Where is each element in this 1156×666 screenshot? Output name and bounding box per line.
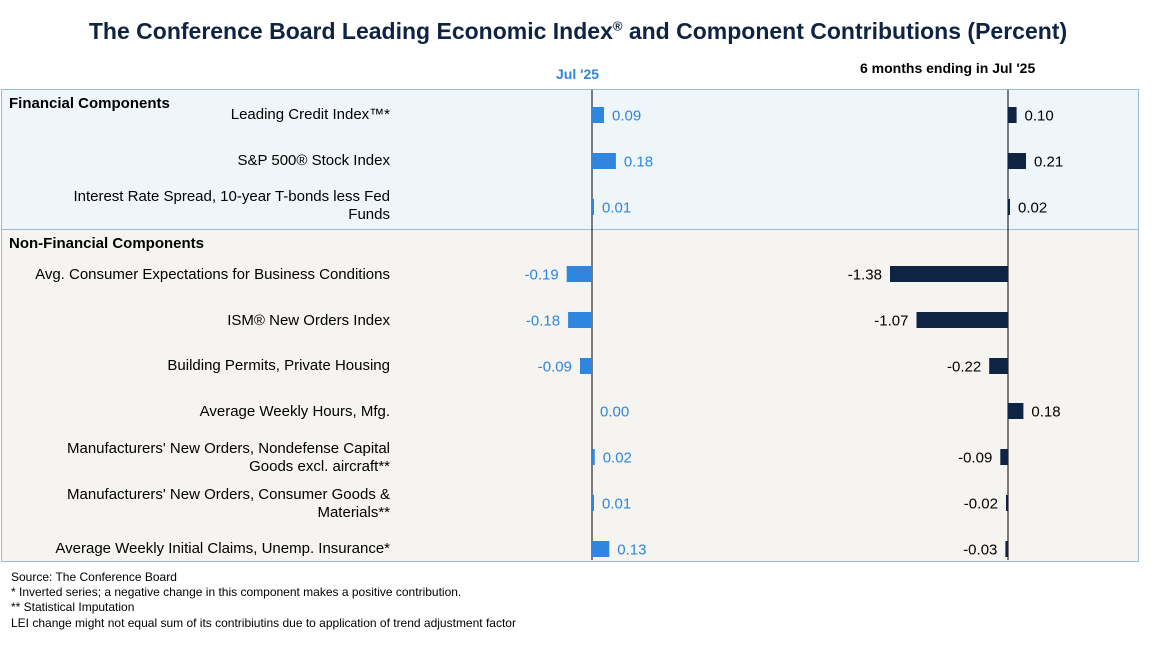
bar-monthly-8 bbox=[592, 495, 594, 511]
data-label-six-month-4: -1.07 bbox=[874, 313, 908, 330]
data-label-monthly-4: -0.18 bbox=[526, 313, 560, 330]
column-header-monthly: Jul '25 bbox=[556, 66, 600, 82]
bar-monthly-4 bbox=[568, 312, 592, 328]
data-label-monthly-9: 0.13 bbox=[617, 542, 646, 559]
bar-six-month-9 bbox=[1005, 541, 1008, 557]
bar-monthly-5 bbox=[580, 358, 592, 374]
data-label-six-month-0: 0.10 bbox=[1025, 108, 1054, 125]
bar-six-month-3 bbox=[890, 266, 1008, 282]
footnote-inverted: * Inverted series; a negative change in … bbox=[11, 585, 462, 599]
data-label-six-month-2: 0.02 bbox=[1018, 200, 1047, 217]
row-label-leading-credit-index: Leading Credit Index™* bbox=[230, 106, 390, 123]
bar-monthly-1 bbox=[592, 153, 616, 169]
footnote-trend-adjustment: LEI change might not equal sum of its co… bbox=[11, 616, 516, 630]
row-label-building-permits: Building Permits, Private Housing bbox=[167, 357, 390, 374]
bar-monthly-0 bbox=[592, 107, 604, 123]
row-label-consumer-goods: Manufacturers' New Orders, Consumer Good… bbox=[67, 486, 390, 521]
data-label-six-month-8: -0.02 bbox=[964, 496, 998, 513]
footnote-source: Source: The Conference Board bbox=[11, 570, 177, 584]
row-label-weekly-hours: Average Weekly Hours, Mfg. bbox=[199, 403, 390, 420]
column-header-six-month: 6 months ending in Jul '25 bbox=[860, 60, 1036, 76]
bar-monthly-3 bbox=[566, 266, 592, 282]
bar-six-month-8 bbox=[1006, 495, 1008, 511]
bar-six-month-1 bbox=[1008, 153, 1026, 169]
bar-six-month-0 bbox=[1008, 107, 1017, 123]
bar-monthly-9 bbox=[592, 541, 610, 557]
data-label-six-month-5: -0.22 bbox=[947, 359, 981, 376]
bar-six-month-6 bbox=[1008, 403, 1024, 419]
registered-mark: ® bbox=[612, 18, 623, 34]
section-label-financial: Financial Components bbox=[9, 95, 170, 112]
row-label-initial-claims: Average Weekly Initial Claims, Unemp. In… bbox=[55, 540, 390, 557]
data-label-six-month-7: -0.09 bbox=[958, 450, 992, 467]
bar-six-month-5 bbox=[989, 358, 1008, 374]
data-label-monthly-1: 0.18 bbox=[624, 154, 653, 171]
bar-monthly-7 bbox=[592, 449, 595, 465]
bar-six-month-7 bbox=[1000, 449, 1008, 465]
chart-title: The Conference Board Leading Economic In… bbox=[88, 18, 1068, 44]
data-label-six-month-9: -0.03 bbox=[963, 542, 997, 559]
data-label-monthly-3: -0.19 bbox=[524, 267, 558, 284]
data-label-monthly-2: 0.01 bbox=[602, 200, 631, 217]
non-financial-components-panel bbox=[1, 229, 1139, 562]
bar-monthly-2 bbox=[592, 199, 594, 215]
data-label-monthly-5: -0.09 bbox=[538, 359, 572, 376]
bar-six-month-4 bbox=[916, 312, 1008, 328]
data-label-monthly-6: 0.00 bbox=[600, 404, 629, 421]
data-label-monthly-7: 0.02 bbox=[603, 450, 632, 467]
row-label-sp500: S&P 500® Stock Index bbox=[237, 152, 390, 169]
row-label-interest-rate-spread: Interest Rate Spread, 10-year T-bonds le… bbox=[73, 188, 390, 223]
footnote-imputation: ** Statistical Imputation bbox=[11, 600, 135, 614]
data-label-monthly-8: 0.01 bbox=[602, 496, 631, 513]
section-label-non-financial: Non-Financial Components bbox=[9, 235, 204, 252]
data-label-monthly-0: 0.09 bbox=[612, 108, 641, 125]
data-label-six-month-6: 0.18 bbox=[1031, 404, 1060, 421]
row-label-consumer-expectations: Avg. Consumer Expectations for Business … bbox=[35, 266, 390, 283]
data-label-six-month-1: 0.21 bbox=[1034, 154, 1063, 171]
row-label-ism-new-orders: ISM® New Orders Index bbox=[227, 312, 390, 329]
bar-six-month-2 bbox=[1008, 199, 1010, 215]
data-label-six-month-3: -1.38 bbox=[848, 267, 882, 284]
row-label-capital-goods: Manufacturers' New Orders, Nondefense Ca… bbox=[66, 440, 390, 475]
